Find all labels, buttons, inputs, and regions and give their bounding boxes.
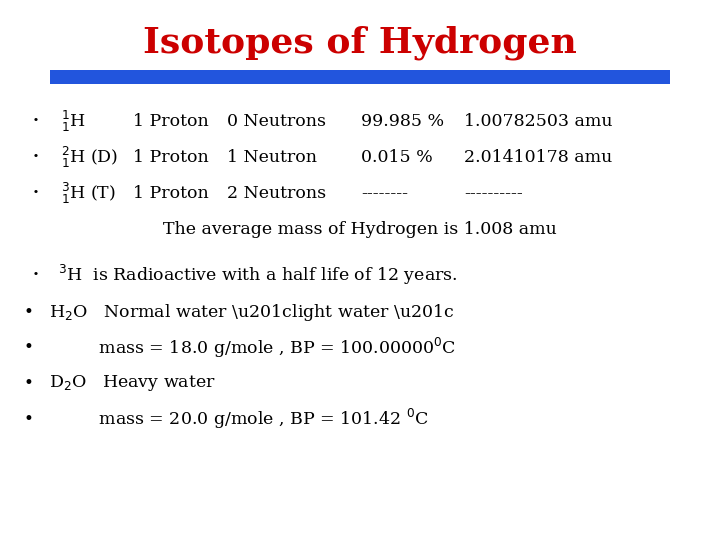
Text: 1 Proton: 1 Proton: [133, 113, 209, 130]
Text: ·: ·: [32, 110, 40, 133]
Text: ·: ·: [32, 183, 40, 205]
Text: 1 Proton: 1 Proton: [133, 185, 209, 202]
Text: $^3$H  is Radioactive with a half life of 12 years.: $^3$H is Radioactive with a half life of…: [58, 264, 457, 287]
Text: 2 Neutrons: 2 Neutrons: [227, 185, 326, 202]
Text: 1 Neutron: 1 Neutron: [227, 149, 317, 166]
Text: The average mass of Hydrogen is 1.008 amu: The average mass of Hydrogen is 1.008 am…: [163, 221, 557, 238]
Text: Isotopes of Hydrogen: Isotopes of Hydrogen: [143, 26, 577, 60]
Text: D$_2$O   Heavy water: D$_2$O Heavy water: [49, 373, 216, 394]
Text: 1.00782503 amu: 1.00782503 amu: [464, 113, 613, 130]
Text: •: •: [24, 339, 34, 356]
Text: $^2_1$H (D): $^2_1$H (D): [61, 145, 118, 170]
Text: H$_2$O   Normal water \u201clight water \u201c: H$_2$O Normal water \u201clight water \u…: [49, 302, 455, 322]
Bar: [50, 70, 670, 84]
Text: 99.985 %: 99.985 %: [361, 113, 444, 130]
Text: mass = 20.0 g/mole , BP = 101.42 $^0$C: mass = 20.0 g/mole , BP = 101.42 $^0$C: [49, 407, 428, 431]
Text: 1 Proton: 1 Proton: [133, 149, 209, 166]
Text: •: •: [24, 410, 34, 428]
Text: 2.01410178 amu: 2.01410178 amu: [464, 149, 613, 166]
Text: 0 Neutrons: 0 Neutrons: [227, 113, 325, 130]
Text: ·: ·: [32, 264, 40, 287]
Text: ----------: ----------: [464, 185, 523, 202]
Text: --------: --------: [361, 185, 408, 202]
Text: 0.015 %: 0.015 %: [361, 149, 433, 166]
Text: •: •: [24, 303, 34, 321]
Text: $^3_1$H (T): $^3_1$H (T): [61, 181, 116, 206]
Text: $^1_1$H: $^1_1$H: [61, 109, 86, 134]
Text: mass = 18.0 g/mole , BP = 100.00000$^0$C: mass = 18.0 g/mole , BP = 100.00000$^0$C: [49, 336, 456, 360]
Text: ·: ·: [32, 146, 40, 169]
Text: •: •: [24, 375, 34, 392]
